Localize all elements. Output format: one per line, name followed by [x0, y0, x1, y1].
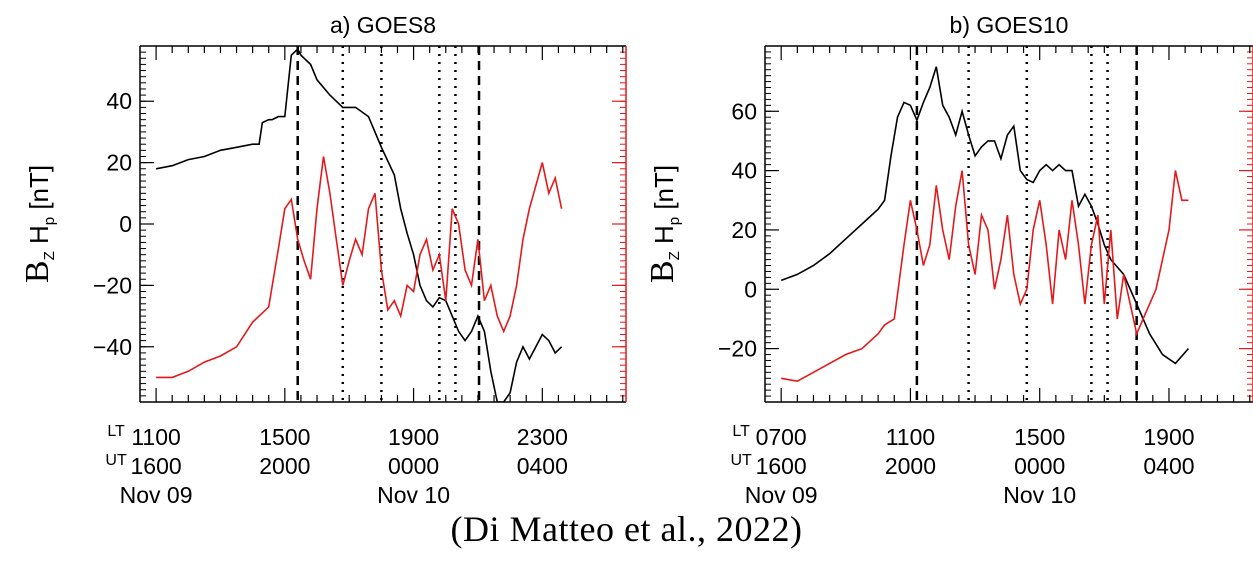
x-tick-label-lt: 0700 [756, 424, 807, 450]
x-row-label-lt: LT [107, 423, 125, 440]
x-tick-label-ut: 0400 [1143, 453, 1194, 479]
x-tick-label-ut: 2000 [885, 453, 936, 479]
chart-title: b) GOES10 [950, 12, 1069, 38]
x-row-label-ut: UT [730, 452, 752, 469]
y-label-h: H [24, 225, 54, 251]
y-label-b-sub: Z [41, 251, 58, 260]
y-label-unit: [nT] [649, 165, 679, 217]
y-tick-label: −40 [93, 334, 132, 360]
y-tick-label: 0 [119, 211, 132, 237]
x-tick-label-date: Nov 09 [120, 482, 193, 508]
y-label-h-sub: p [666, 217, 683, 225]
x-tick-label-ut: 1600 [131, 453, 182, 479]
x-tick-label-date: Nov 09 [745, 482, 818, 508]
x-tick-label-lt: 1100 [131, 424, 180, 450]
x-tick-label-date: Nov 10 [377, 482, 450, 508]
chart-title: a) GOES8 [330, 12, 436, 38]
y-label-b: B [644, 260, 681, 283]
series-line-red [156, 156, 563, 379]
y-tick-label: −20 [718, 336, 757, 362]
y-label-b: B [19, 260, 56, 283]
x-tick-label-lt: 1900 [388, 424, 439, 450]
y-tick-label: 20 [106, 150, 132, 176]
citation: (Di Matteo et al., 2022) [450, 509, 803, 549]
series-line-black [155, 47, 563, 402]
x-tick-label-ut: 2000 [259, 453, 310, 479]
panel-goes10: b) GOES10 −20 0 20 40 60 0700 1600 Nov 09 1100 200… [644, 12, 1253, 508]
y-axis-label: BZ Hp [nT] [19, 165, 58, 283]
x-tick-label-ut: 0000 [1014, 453, 1065, 479]
x-tick-label-lt: 1500 [1014, 424, 1065, 450]
x-tick-label-ut: 0000 [388, 453, 439, 479]
x-tick-label-date: Nov 10 [1003, 482, 1076, 508]
x-tick-label-lt: 1100 [886, 424, 935, 450]
series-line-black [780, 66, 1190, 365]
x-tick-label-lt: 1500 [259, 424, 310, 450]
y-tick-label: 40 [106, 88, 132, 114]
y-label-unit: [nT] [24, 165, 54, 217]
y-tick-label: 40 [731, 158, 757, 184]
y-tick-label: 20 [731, 217, 757, 243]
x-tick-label-lt: 2300 [517, 424, 568, 450]
y-tick-label: −20 [93, 272, 132, 298]
y-tick-label: 0 [744, 276, 757, 302]
y-label-h: H [649, 225, 679, 251]
x-row-label-lt: LT [732, 423, 750, 440]
x-tick-label-ut: 1600 [756, 453, 807, 479]
y-tick-label: 60 [731, 98, 757, 124]
y-label-b-sub: Z [666, 251, 683, 260]
x-row-label-ut: UT [105, 452, 127, 469]
panel-goes8: a) GOES8 −40 −20 0 20 40 1100 1600 Nov 09 1500 200… [19, 12, 627, 508]
y-axis-label: BZ Hp [nT] [644, 165, 683, 283]
x-tick-label-ut: 0400 [517, 453, 568, 479]
series-line-red [781, 170, 1189, 383]
x-tick-label-lt: 1900 [1143, 424, 1194, 450]
y-label-h-sub: p [41, 217, 58, 225]
